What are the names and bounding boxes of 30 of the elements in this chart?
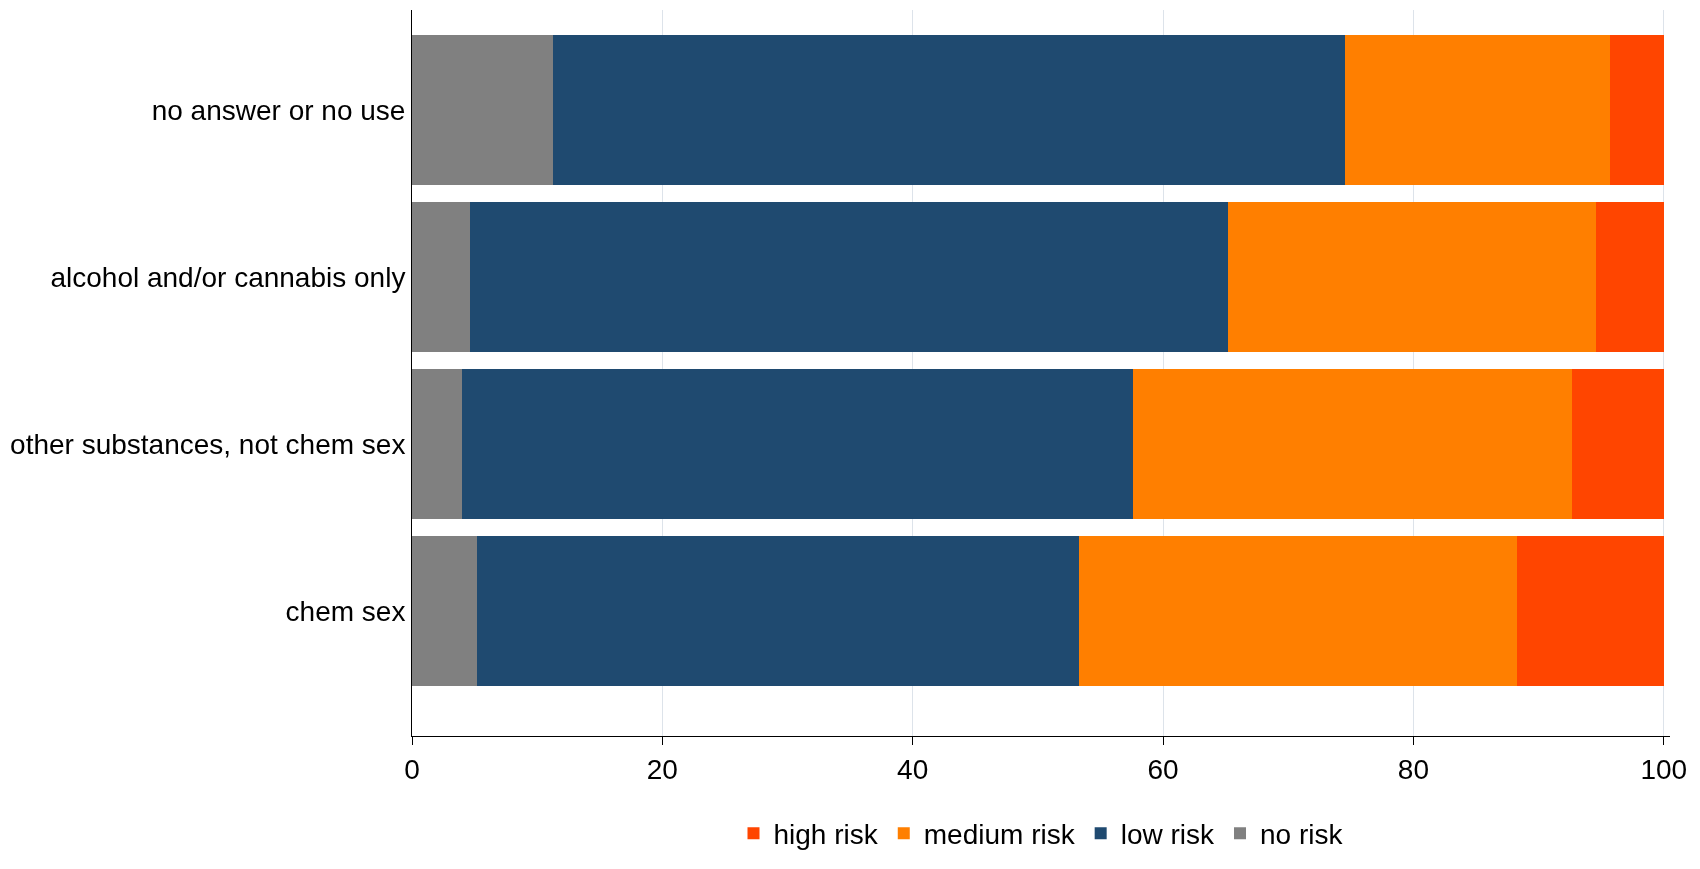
x-tick-label: 60 <box>1147 753 1179 785</box>
bar <box>1079 535 1518 686</box>
legend-label: medium risk <box>923 819 1076 851</box>
bar <box>477 535 1080 686</box>
y-tick-label: no answer or no use <box>151 94 406 126</box>
bar <box>412 201 470 353</box>
bar <box>1572 368 1664 520</box>
legend-label: high risk <box>773 819 879 851</box>
bar <box>469 201 1229 353</box>
x-tick-label: 20 <box>646 753 678 785</box>
legend-label: no risk <box>1260 819 1344 851</box>
bar <box>1228 201 1597 353</box>
x-tick-label: 100 <box>1640 753 1688 785</box>
x-tick-label: 40 <box>897 753 929 785</box>
bar <box>462 368 1133 520</box>
y-tick-label: other substances, not chem sex <box>10 428 406 460</box>
x-tick-label: 0 <box>404 753 420 785</box>
y-tick-label: alcohol and/or cannabis only <box>50 261 406 293</box>
bar <box>1517 535 1664 686</box>
legend-label: low risk <box>1120 819 1216 851</box>
x-tick-label: 80 <box>1397 753 1429 785</box>
bar <box>412 35 554 186</box>
bar <box>1596 201 1664 353</box>
y-tick-label: chem sex <box>285 595 406 627</box>
bar <box>1609 35 1664 186</box>
bar <box>1344 35 1610 186</box>
bar <box>412 535 478 686</box>
bar <box>1133 368 1573 520</box>
bar <box>553 35 1345 186</box>
bar <box>412 368 463 520</box>
